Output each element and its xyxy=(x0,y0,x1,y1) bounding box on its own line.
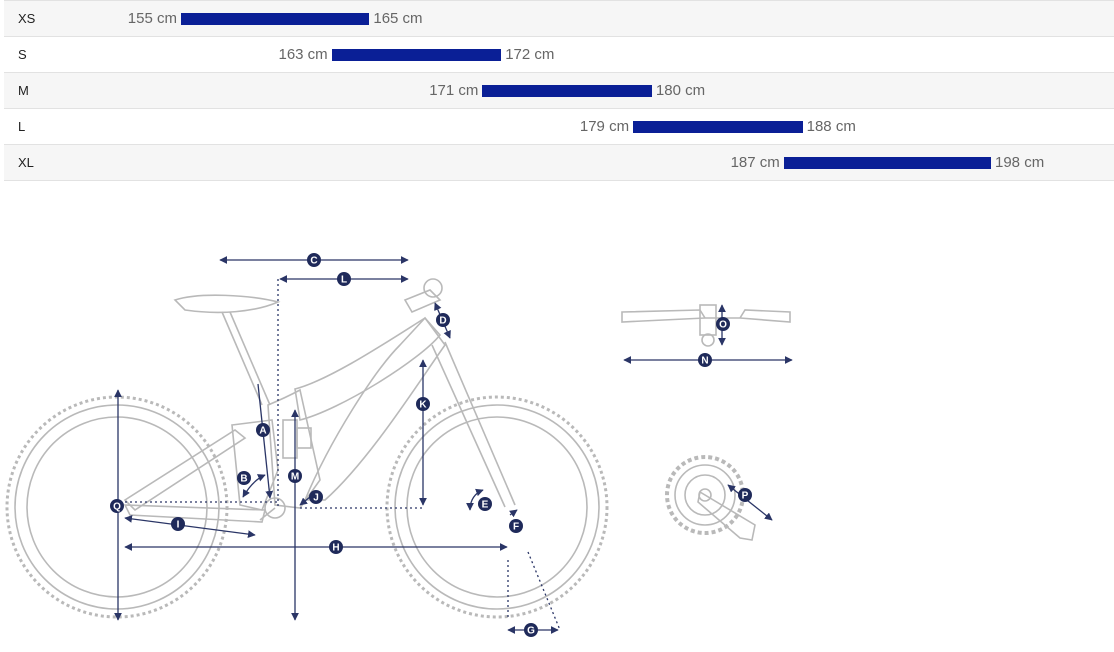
badge-o: O xyxy=(716,317,730,331)
svg-text:O: O xyxy=(719,320,727,331)
size-row-xl: XL 187 cm 198 cm xyxy=(4,145,1114,181)
range-max: 165 cm xyxy=(373,10,423,27)
svg-text:J: J xyxy=(313,493,319,504)
range-min: 187 cm xyxy=(730,154,780,171)
dim-b xyxy=(242,474,266,498)
size-label: XL xyxy=(18,155,34,170)
size-row-s: S 163 cm 172 cm xyxy=(4,37,1114,73)
dimension-lines xyxy=(114,256,793,634)
badge-m: M xyxy=(288,469,302,483)
svg-text:M: M xyxy=(291,472,299,483)
svg-text:P: P xyxy=(742,491,749,502)
svg-text:L: L xyxy=(341,275,347,286)
range-max: 180 cm xyxy=(655,82,706,99)
badge-h: H xyxy=(329,540,343,554)
svg-text:C: C xyxy=(310,256,317,267)
badge-i: I xyxy=(171,517,185,531)
size-label: M xyxy=(18,83,29,98)
geometry-diagram: C L D K A B M J Q I H E F G O N P xyxy=(5,253,793,637)
badge-p: P xyxy=(738,488,752,502)
range-max: 198 cm xyxy=(995,154,1045,171)
size-label: S xyxy=(18,47,27,62)
svg-text:H: H xyxy=(332,543,339,554)
badge-a: A xyxy=(256,423,270,437)
badge-d: D xyxy=(436,313,450,327)
badge-f: F xyxy=(509,519,523,533)
dim-a xyxy=(257,383,274,499)
size-row-m: M 171 cm 180 cm xyxy=(4,73,1114,109)
size-chart: XS 155 cm 165 cm S 163 cm 172 cm M 171 c… xyxy=(4,0,1114,181)
shock xyxy=(282,419,312,459)
svg-text:A: A xyxy=(259,426,266,437)
dim-g-guide-2 xyxy=(527,551,561,631)
bike-illustration xyxy=(5,278,609,619)
size-label: L xyxy=(18,119,26,134)
svg-text:F: F xyxy=(513,522,519,533)
svg-text:N: N xyxy=(701,356,708,367)
badge-e: E xyxy=(478,497,492,511)
dim-e xyxy=(466,488,484,511)
dimension-badges: C L D K A B M J Q I H E F G O N P xyxy=(110,253,752,637)
range-min: 163 cm xyxy=(278,46,328,63)
badge-l: L xyxy=(337,272,351,286)
seatpost-saddle xyxy=(173,294,281,406)
svg-text:B: B xyxy=(240,474,247,485)
range-min: 171 cm xyxy=(429,82,479,99)
size-label: XS xyxy=(18,11,36,26)
dim-j xyxy=(299,496,311,506)
size-row-xs: XS 155 cm 165 cm xyxy=(4,0,1114,37)
front-wheel xyxy=(385,395,609,619)
range-min: 179 cm xyxy=(579,118,630,135)
size-row-l: L 179 cm 188 cm xyxy=(4,109,1114,145)
svg-text:Q: Q xyxy=(113,502,121,513)
fork-stem xyxy=(403,278,516,508)
range-bar xyxy=(783,157,991,169)
range-bar xyxy=(482,85,652,97)
svg-text:D: D xyxy=(439,316,446,327)
range-min: 155 cm xyxy=(127,10,177,27)
badge-c: C xyxy=(307,253,321,267)
range-bar xyxy=(181,13,370,25)
range-max: 172 cm xyxy=(505,46,555,63)
badge-k: K xyxy=(416,397,430,411)
svg-text:I: I xyxy=(177,520,180,531)
svg-text:G: G xyxy=(527,626,535,637)
dim-f xyxy=(509,509,518,518)
crank xyxy=(259,497,286,521)
badge-g: G xyxy=(524,623,538,637)
handlebar-illustration xyxy=(621,304,791,347)
badge-n: N xyxy=(698,353,712,367)
badge-j: J xyxy=(309,490,323,504)
badge-q: Q xyxy=(110,499,124,513)
svg-text:K: K xyxy=(419,400,427,411)
range-bar xyxy=(633,121,803,133)
range-bar xyxy=(331,49,502,61)
svg-text:E: E xyxy=(482,500,489,511)
dim-p xyxy=(727,484,773,521)
range-max: 188 cm xyxy=(806,118,856,135)
badge-b: B xyxy=(237,471,251,485)
dim-i xyxy=(124,515,256,538)
